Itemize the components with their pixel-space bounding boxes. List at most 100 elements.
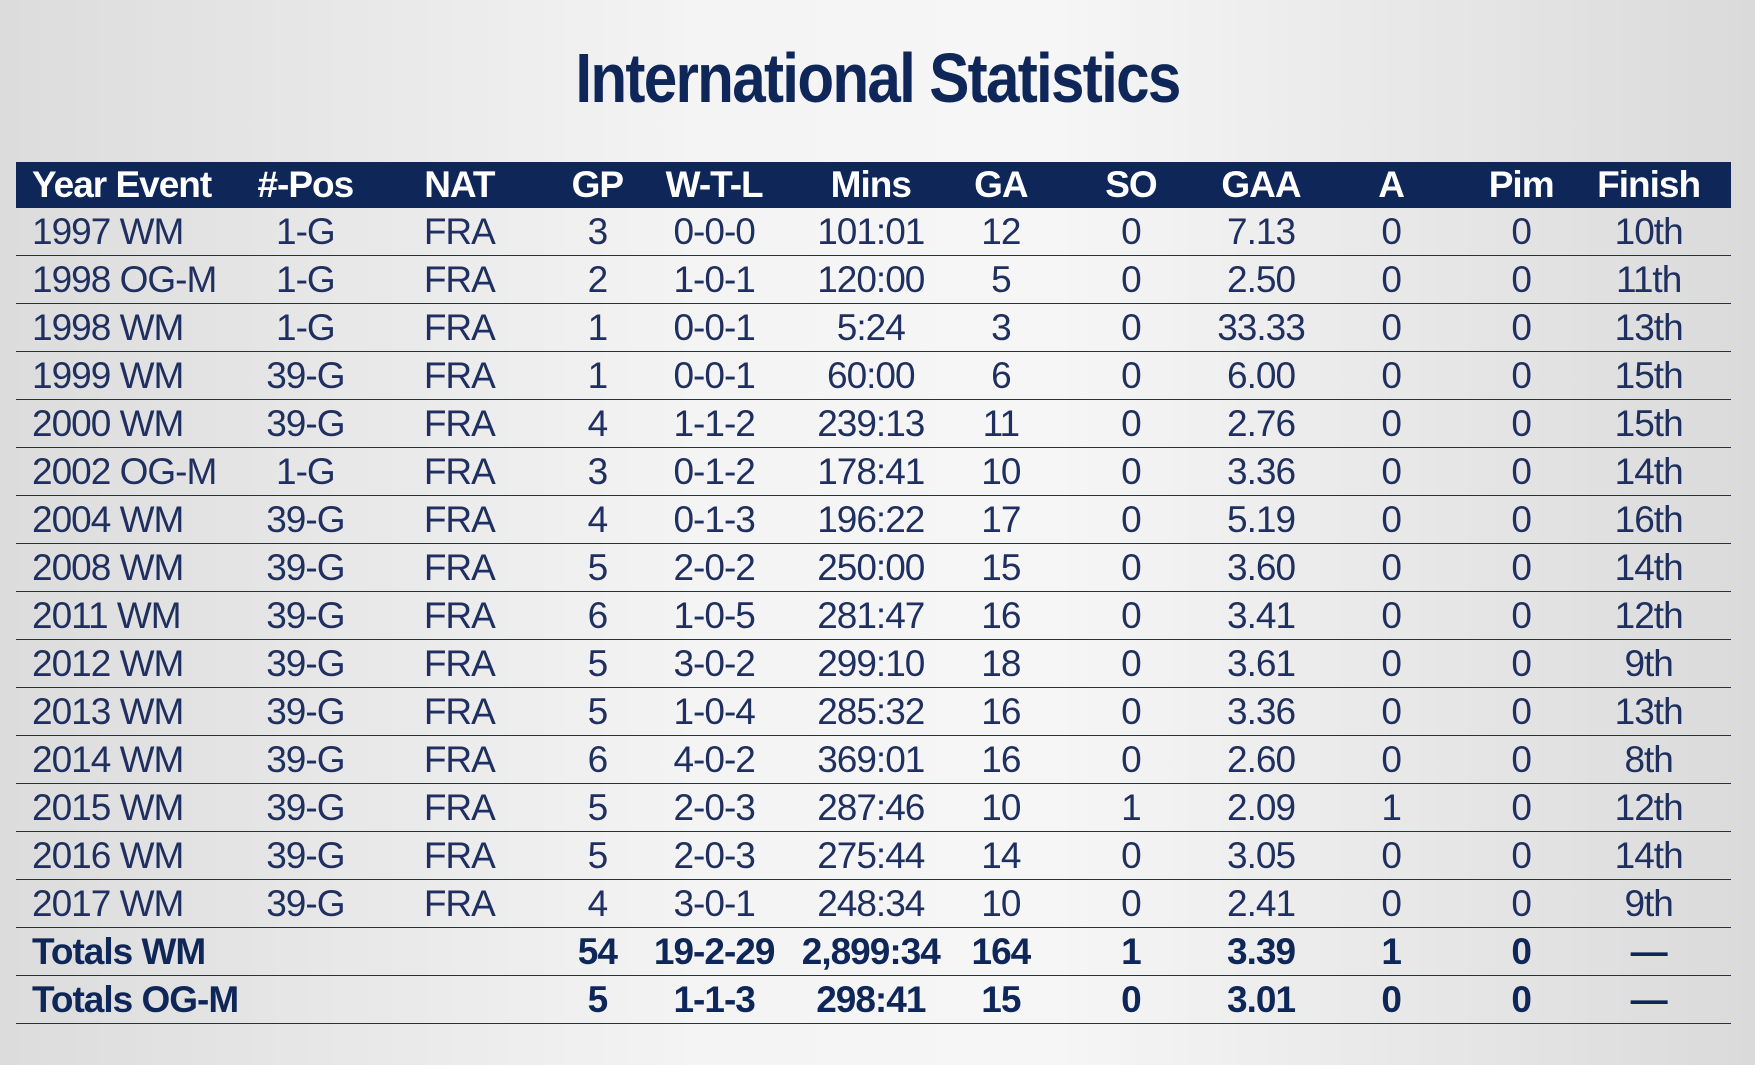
cell-a: 0: [1306, 495, 1477, 544]
cell-a: 0: [1306, 591, 1477, 640]
cell-pos: 39-G: [244, 639, 367, 688]
column-header-gp: GP: [571, 164, 624, 205]
cell-finish: 8th: [1566, 735, 1731, 784]
cell-nat: FRA: [366, 783, 553, 832]
cell-finish: 14th: [1566, 543, 1731, 592]
table-header: Year Event #-Pos NAT GP W-T-L Mins GA SO GAA A Pim…: [16, 162, 1731, 208]
cell-pim: 0: [1476, 639, 1567, 688]
cell-pos: 39-G: [244, 783, 367, 832]
cell-ga: 14: [955, 831, 1046, 880]
cell-mins: 248:34: [785, 879, 956, 928]
cell-wtl: 3-0-1: [642, 879, 786, 928]
cell-ga: 10: [955, 447, 1046, 496]
column-header-pim: Pim: [1488, 164, 1555, 205]
cell-wtl: 0-1-2: [642, 447, 786, 496]
cell-gp: 54: [552, 927, 643, 976]
cell-ga: 16: [955, 591, 1046, 640]
cell-so: 1: [1046, 927, 1216, 976]
cell-finish: —: [1566, 927, 1731, 976]
cell-year-event: Totals WM: [16, 927, 245, 976]
cell-pos: 1-G: [244, 255, 367, 304]
cell-pos: [244, 927, 367, 976]
cell-gp: 4: [552, 399, 643, 448]
cell-finish: 12th: [1566, 591, 1731, 640]
cell-gaa: 3.05: [1215, 831, 1307, 880]
cell-gp: 5: [552, 831, 643, 880]
cell-year-event: Totals OG-M: [16, 975, 245, 1024]
cell-mins: 5:24: [785, 303, 956, 352]
cell-so: 0: [1046, 351, 1216, 400]
column-header-a: A: [1378, 164, 1405, 205]
cell-gaa: 2.76: [1215, 399, 1307, 448]
cell-so: 0: [1046, 735, 1216, 784]
cell-gaa: 5.19: [1215, 495, 1307, 544]
cell-nat: FRA: [366, 447, 553, 496]
cell-year-event: 2012 WM: [16, 639, 245, 688]
cell-a: 0: [1306, 879, 1477, 928]
cell-year-event: 2000 WM: [16, 399, 245, 448]
cell-wtl: 3-0-2: [642, 639, 786, 688]
cell-gaa: 3.01: [1215, 975, 1307, 1024]
cell-pim: 0: [1476, 543, 1567, 592]
table-row: 2013 WM 39-G FRA 5 1-0-4 285:32 16 0 3.36 0 0 13th: [16, 687, 1731, 736]
cell-ga: 5: [955, 255, 1046, 304]
cell-a: 0: [1306, 351, 1477, 400]
cell-so: 0: [1046, 879, 1216, 928]
cell-finish: —: [1566, 975, 1731, 1024]
cell-so: 0: [1046, 687, 1216, 736]
cell-year-event: 2002 OG-M: [16, 447, 245, 496]
table-row: 1999 WM 39-G FRA 1 0-0-1 60:00 6 0 6.00 0 0 15th: [16, 351, 1731, 400]
cell-so: 0: [1046, 591, 1216, 640]
cell-so: 0: [1046, 399, 1216, 448]
cell-finish: 14th: [1566, 447, 1731, 496]
cell-gaa: 3.60: [1215, 543, 1307, 592]
cell-gaa: 2.41: [1215, 879, 1307, 928]
cell-year-event: 1998 WM: [16, 303, 245, 352]
cell-gaa: 2.60: [1215, 735, 1307, 784]
cell-finish: 12th: [1566, 783, 1731, 832]
cell-gaa: 3.36: [1215, 687, 1307, 736]
cell-a: 1: [1306, 927, 1477, 976]
cell-gp: 4: [552, 495, 643, 544]
cell-gaa: 3.36: [1215, 447, 1307, 496]
table-row: 2000 WM 39-G FRA 4 1-1-2 239:13 11 0 2.76 0 0 15th: [16, 399, 1731, 448]
cell-a: 0: [1306, 831, 1477, 880]
cell-a: 0: [1306, 303, 1477, 352]
cell-a: 0: [1306, 399, 1477, 448]
cell-wtl: 0-0-1: [642, 351, 786, 400]
table-row: 2002 OG-M 1-G FRA 3 0-1-2 178:41 10 0 3.36 0 0 14th: [16, 447, 1731, 496]
page-title: International Statistics: [575, 39, 1181, 117]
cell-a: 0: [1306, 208, 1477, 256]
cell-mins: 285:32: [785, 687, 956, 736]
cell-a: 0: [1306, 975, 1477, 1024]
cell-mins: 298:41: [785, 975, 956, 1024]
column-header-year-event: Year Event: [32, 164, 212, 205]
cell-a: 0: [1306, 639, 1477, 688]
cell-so: 0: [1046, 255, 1216, 304]
table-row: 2004 WM 39-G FRA 4 0-1-3 196:22 17 0 5.19 0 0 16th: [16, 495, 1731, 544]
cell-ga: 18: [955, 639, 1046, 688]
cell-pos: 1-G: [244, 447, 367, 496]
cell-pim: 0: [1476, 208, 1567, 256]
header-row: Year Event #-Pos NAT GP W-T-L Mins GA SO GAA A Pim…: [16, 162, 1731, 208]
cell-so: 0: [1046, 303, 1216, 352]
cell-pos: 39-G: [244, 351, 367, 400]
cell-finish: 9th: [1566, 879, 1731, 928]
cell-pos: 1-G: [244, 303, 367, 352]
cell-nat: FRA: [366, 735, 553, 784]
cell-so: 1: [1046, 783, 1216, 832]
cell-ga: 17: [955, 495, 1046, 544]
cell-ga: 10: [955, 783, 1046, 832]
cell-gp: 5: [552, 687, 643, 736]
cell-nat: FRA: [366, 351, 553, 400]
table-row: 2016 WM 39-G FRA 5 2-0-3 275:44 14 0 3.05 0 0 14th: [16, 831, 1731, 880]
cell-ga: 6: [955, 351, 1046, 400]
cell-mins: 275:44: [785, 831, 956, 880]
cell-mins: 250:00: [785, 543, 956, 592]
cell-ga: 164: [955, 927, 1046, 976]
cell-year-event: 2016 WM: [16, 831, 245, 880]
cell-ga: 15: [955, 543, 1046, 592]
cell-pos: 39-G: [244, 687, 367, 736]
cell-ga: 12: [955, 208, 1046, 256]
table-row: 2012 WM 39-G FRA 5 3-0-2 299:10 18 0 3.61 0 0 9th: [16, 639, 1731, 688]
